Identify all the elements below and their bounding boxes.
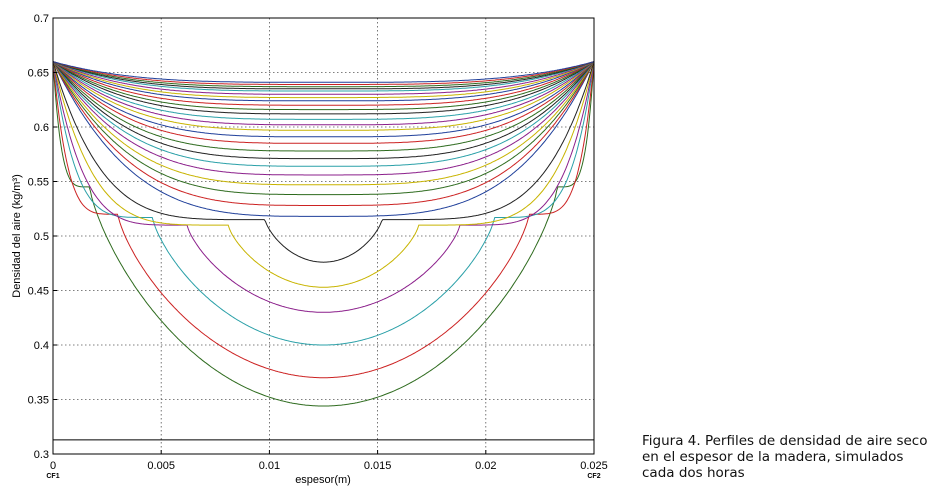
y-tick-label: 0.3 [34,449,49,461]
series-perfil-20 [52,61,595,115]
series-perfil-30 [52,61,595,83]
series-perfil-13 [52,61,595,160]
series-perfil-29 [52,61,595,85]
y-tick-label: 0.55 [28,177,49,189]
x-tick-label: 0.02 [475,460,496,472]
series-perfil-11 [52,61,595,176]
y-tick-label: 0.35 [28,395,49,407]
series-perfil-27 [52,61,595,90]
caption-line-3: cada dos horas [642,465,745,481]
series-perfil-07 [52,61,595,217]
series-perfil-18 [52,61,595,126]
series-perfil-22 [52,61,595,106]
caption-line-1: Figura 4. Perfiles de densidad de aire s… [642,433,928,449]
series-perfil-04 [52,61,595,313]
axes: 0 0.005 0.01 0.015 0.02 0.025 0.3 0.35 0.4 0.45 0.… [28,13,608,472]
y-tick-label: 0.6 [34,122,49,134]
x-tick-label: 0.015 [364,460,392,472]
x-tick-label: 0.005 [147,460,175,472]
x-tick-label: 0.01 [259,460,280,472]
x-tick-label: 0.025 [580,460,608,472]
series-perfil-17 [52,61,595,131]
boundary-label-cf2: CF2 [587,473,600,480]
series-perfil-01 [52,61,595,407]
series-perfil-12 [52,61,595,167]
x-axis-label: espesor(m) [295,474,351,486]
boundary-label-cf1: CF1 [46,473,59,480]
y-axis-label: Densidad del aire (kg/m³) [11,174,23,298]
caption-line-2: en el espesor de la madera, simulados [642,449,904,465]
series-perfil-03 [52,61,595,346]
series-perfil-21 [52,61,595,111]
series-perfil-23 [52,61,595,102]
series-perfil-24 [52,61,595,99]
series-perfil-19 [52,61,595,120]
profile-series [52,61,595,441]
y-tick-label: 0.45 [28,286,49,298]
y-tick-label: 0.5 [34,231,49,243]
series-perfil-25 [52,61,595,95]
y-tick-label: 0.4 [34,340,49,352]
series-perfil-15 [52,61,595,144]
y-tick-label: 0.65 [28,68,49,80]
series-perfil-06 [52,61,595,263]
series-perfil-05 [52,61,595,288]
series-perfil-02 [52,61,595,379]
series-perfil-28 [52,61,595,88]
series-perfil-09 [52,61,595,196]
x-tick-label: 0 [50,460,56,472]
series-perfil-16 [52,61,595,138]
y-tick-label: 0.7 [34,13,49,25]
series-perfil-10 [52,61,595,186]
series-perfil-26 [52,61,595,92]
series-perfil-14 [52,61,595,152]
series-perfil-08 [52,61,595,206]
figure-caption: Figura 4. Perfiles de densidad de aire s… [642,433,932,481]
